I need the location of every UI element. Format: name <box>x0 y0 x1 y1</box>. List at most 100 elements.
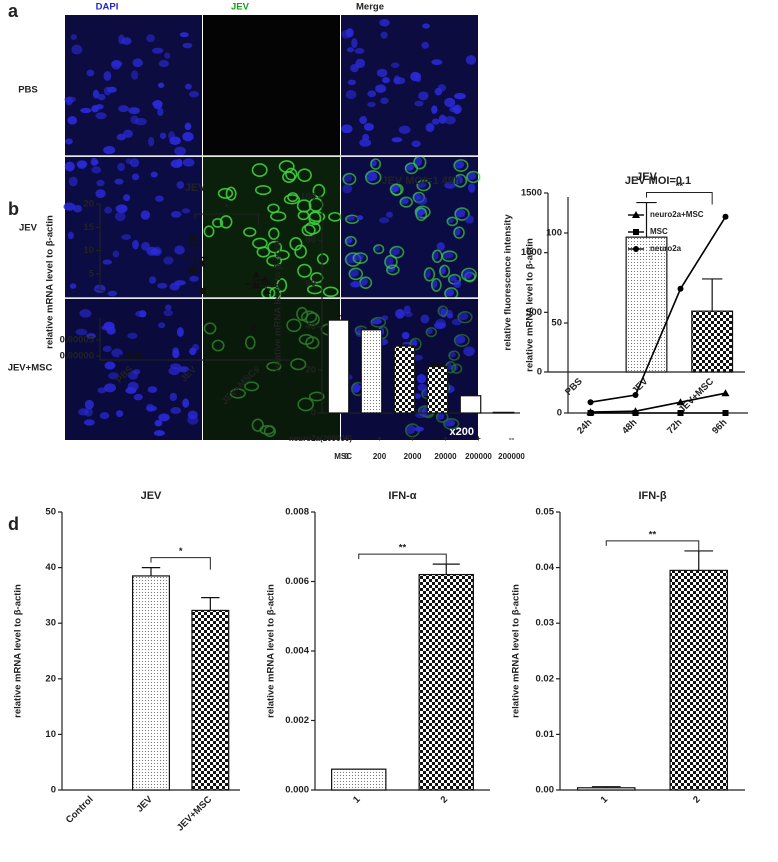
nucleus <box>164 304 172 311</box>
error-bar <box>636 201 657 238</box>
y-tick-label: 5 <box>89 268 95 279</box>
nucleus <box>69 283 77 289</box>
y-tick-label: 500 <box>526 307 542 318</box>
error-bar <box>366 328 377 330</box>
nucleus <box>378 217 390 224</box>
nucleus <box>132 58 143 68</box>
error-bar <box>701 278 723 312</box>
infected-cell <box>431 249 443 264</box>
nucleus <box>169 282 180 291</box>
y-tick-label: 0.00 <box>536 785 555 796</box>
infected-cell <box>414 205 431 219</box>
axis-line <box>95 288 105 292</box>
nucleus <box>401 331 410 340</box>
x-tick-label: 1 <box>351 794 363 806</box>
nucleus <box>73 204 83 213</box>
nucleus <box>125 158 133 164</box>
nucleus <box>367 101 376 108</box>
x-tick-label: 24h <box>575 417 594 436</box>
x-tick-label: 200 <box>373 452 387 461</box>
significance-label: ** <box>649 529 657 540</box>
nucleus <box>155 195 164 202</box>
error-bar <box>141 567 161 576</box>
nucleus <box>438 114 447 124</box>
y-axis-label: relative mRNA level to β-actin <box>13 584 24 718</box>
y-tick-label: 0 <box>537 367 542 378</box>
nucleus <box>351 38 358 49</box>
bar <box>459 395 482 414</box>
infected-cell <box>290 358 307 371</box>
nucleus <box>182 42 193 49</box>
nucleus <box>444 181 456 189</box>
infected-cell <box>344 235 357 247</box>
nucleus <box>454 335 466 344</box>
nucleus <box>410 71 420 82</box>
infected-cell <box>297 210 310 221</box>
nucleus <box>102 259 112 265</box>
nucleus <box>451 318 462 326</box>
row-label: JEV <box>19 223 38 234</box>
chart-title: JEV <box>636 171 657 183</box>
row-label: PBS <box>18 85 38 96</box>
nucleus <box>415 195 428 206</box>
nucleus <box>454 92 466 100</box>
infected-cell <box>282 171 296 183</box>
bar <box>691 310 734 373</box>
infected-cell <box>286 318 302 333</box>
infected-cell <box>251 163 268 177</box>
nucleus <box>403 311 413 318</box>
nucleus <box>431 118 440 125</box>
y-tick-label: 0.03 <box>536 618 555 629</box>
infected-cell <box>453 226 465 239</box>
infected-cell <box>212 218 224 228</box>
chart-title: JEV <box>141 490 162 502</box>
infected-cell <box>294 244 307 259</box>
y-axis-label: relative mRNA level to β-actin <box>266 584 277 718</box>
nucleus <box>443 419 456 427</box>
infected-cell <box>270 211 287 222</box>
error-bar <box>465 394 476 396</box>
x-tick-label: + <box>476 434 481 443</box>
legend-marker <box>633 246 639 252</box>
series-line <box>590 392 726 413</box>
nucleus <box>414 100 424 107</box>
row-label: MSC <box>334 452 352 461</box>
infected-cell <box>373 244 385 255</box>
nucleus <box>154 419 163 427</box>
nucleus <box>354 47 365 54</box>
error-bar <box>333 315 344 321</box>
nucleus <box>91 105 99 113</box>
nucleus <box>181 208 191 214</box>
nucleus <box>376 68 388 78</box>
nucleus <box>172 349 180 359</box>
nucleus <box>95 189 106 199</box>
nucleus <box>176 158 183 168</box>
significance-label: ** <box>676 181 684 192</box>
nucleus <box>411 140 421 148</box>
infected-cell <box>389 245 405 259</box>
x-tick-label: + <box>443 434 448 443</box>
nucleus <box>465 55 477 65</box>
nucleus <box>188 91 200 98</box>
nucleus <box>365 171 378 182</box>
nucleus <box>454 208 466 218</box>
marker <box>200 287 206 294</box>
nucleus <box>121 37 132 45</box>
infected-cell <box>203 322 217 335</box>
infected-cell <box>304 221 321 235</box>
y-tick-label: 1000 <box>521 247 542 258</box>
nucleus <box>118 105 129 113</box>
nucleus <box>405 424 416 435</box>
chart-title: JEV MOI=1 48h <box>381 175 460 187</box>
nucleus <box>80 107 92 114</box>
infected-cell <box>267 240 283 254</box>
nucleus <box>341 29 352 39</box>
nucleus <box>346 47 355 53</box>
infected-cell <box>423 267 436 282</box>
nucleus <box>116 133 126 141</box>
nucleus <box>103 71 112 81</box>
bar <box>669 569 729 791</box>
infected-cell <box>301 224 316 237</box>
infected-cell <box>460 267 477 282</box>
x-tick-label: 20000 <box>434 452 457 461</box>
